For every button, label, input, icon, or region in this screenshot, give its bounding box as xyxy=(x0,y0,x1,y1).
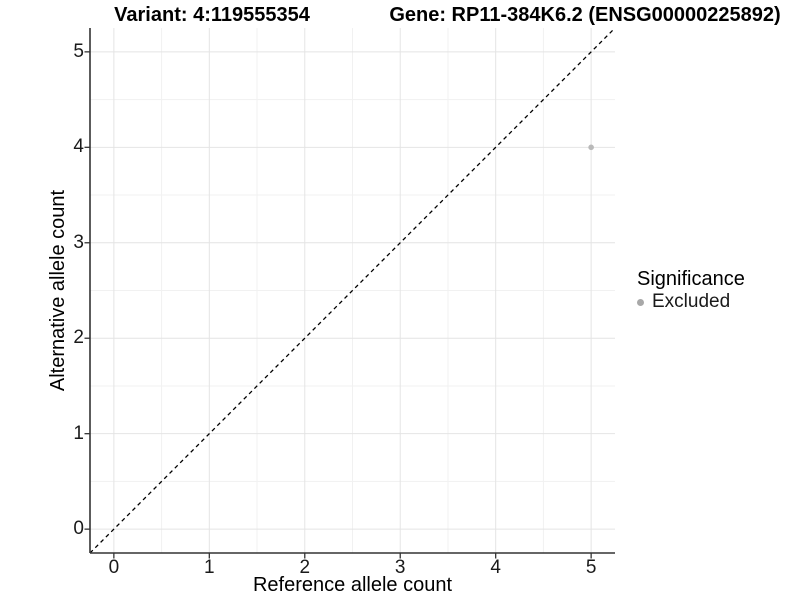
y-tick-label-0: 0 xyxy=(73,518,84,540)
legend-title: Significance xyxy=(637,268,745,290)
gene-title: Gene: RP11-384K6.2 (ENSG00000225892) xyxy=(389,4,781,26)
x-tick-label-1: 1 xyxy=(204,557,215,578)
x-tick-label-5: 5 xyxy=(585,557,597,578)
variant-title: Variant: 4:119555354 xyxy=(114,4,310,26)
x-tick-label-4: 4 xyxy=(490,557,501,578)
y-tick-label-4: 4 xyxy=(73,136,84,158)
y-tick-label-1: 1 xyxy=(73,422,84,444)
y-tick-label-2: 2 xyxy=(73,327,84,349)
x-axis-title: Reference allele count xyxy=(252,574,452,596)
legend-key-dot-icon xyxy=(637,298,644,306)
legend: Significance Excluded xyxy=(632,269,745,312)
identity-reference-line xyxy=(89,27,616,554)
x-tick-label-0: 0 xyxy=(108,557,120,578)
legend-item-excluded: Excluded xyxy=(632,292,745,312)
x-tick-label-2: 2 xyxy=(299,557,311,578)
data-point xyxy=(588,144,594,151)
legend-item-label: Excluded xyxy=(652,291,731,312)
y-axis-title: Alternative allele count xyxy=(47,189,69,392)
x-tick-label-3: 3 xyxy=(394,557,406,578)
y-tick-label-5: 5 xyxy=(73,40,84,62)
y-tick-label-3: 3 xyxy=(73,231,84,253)
